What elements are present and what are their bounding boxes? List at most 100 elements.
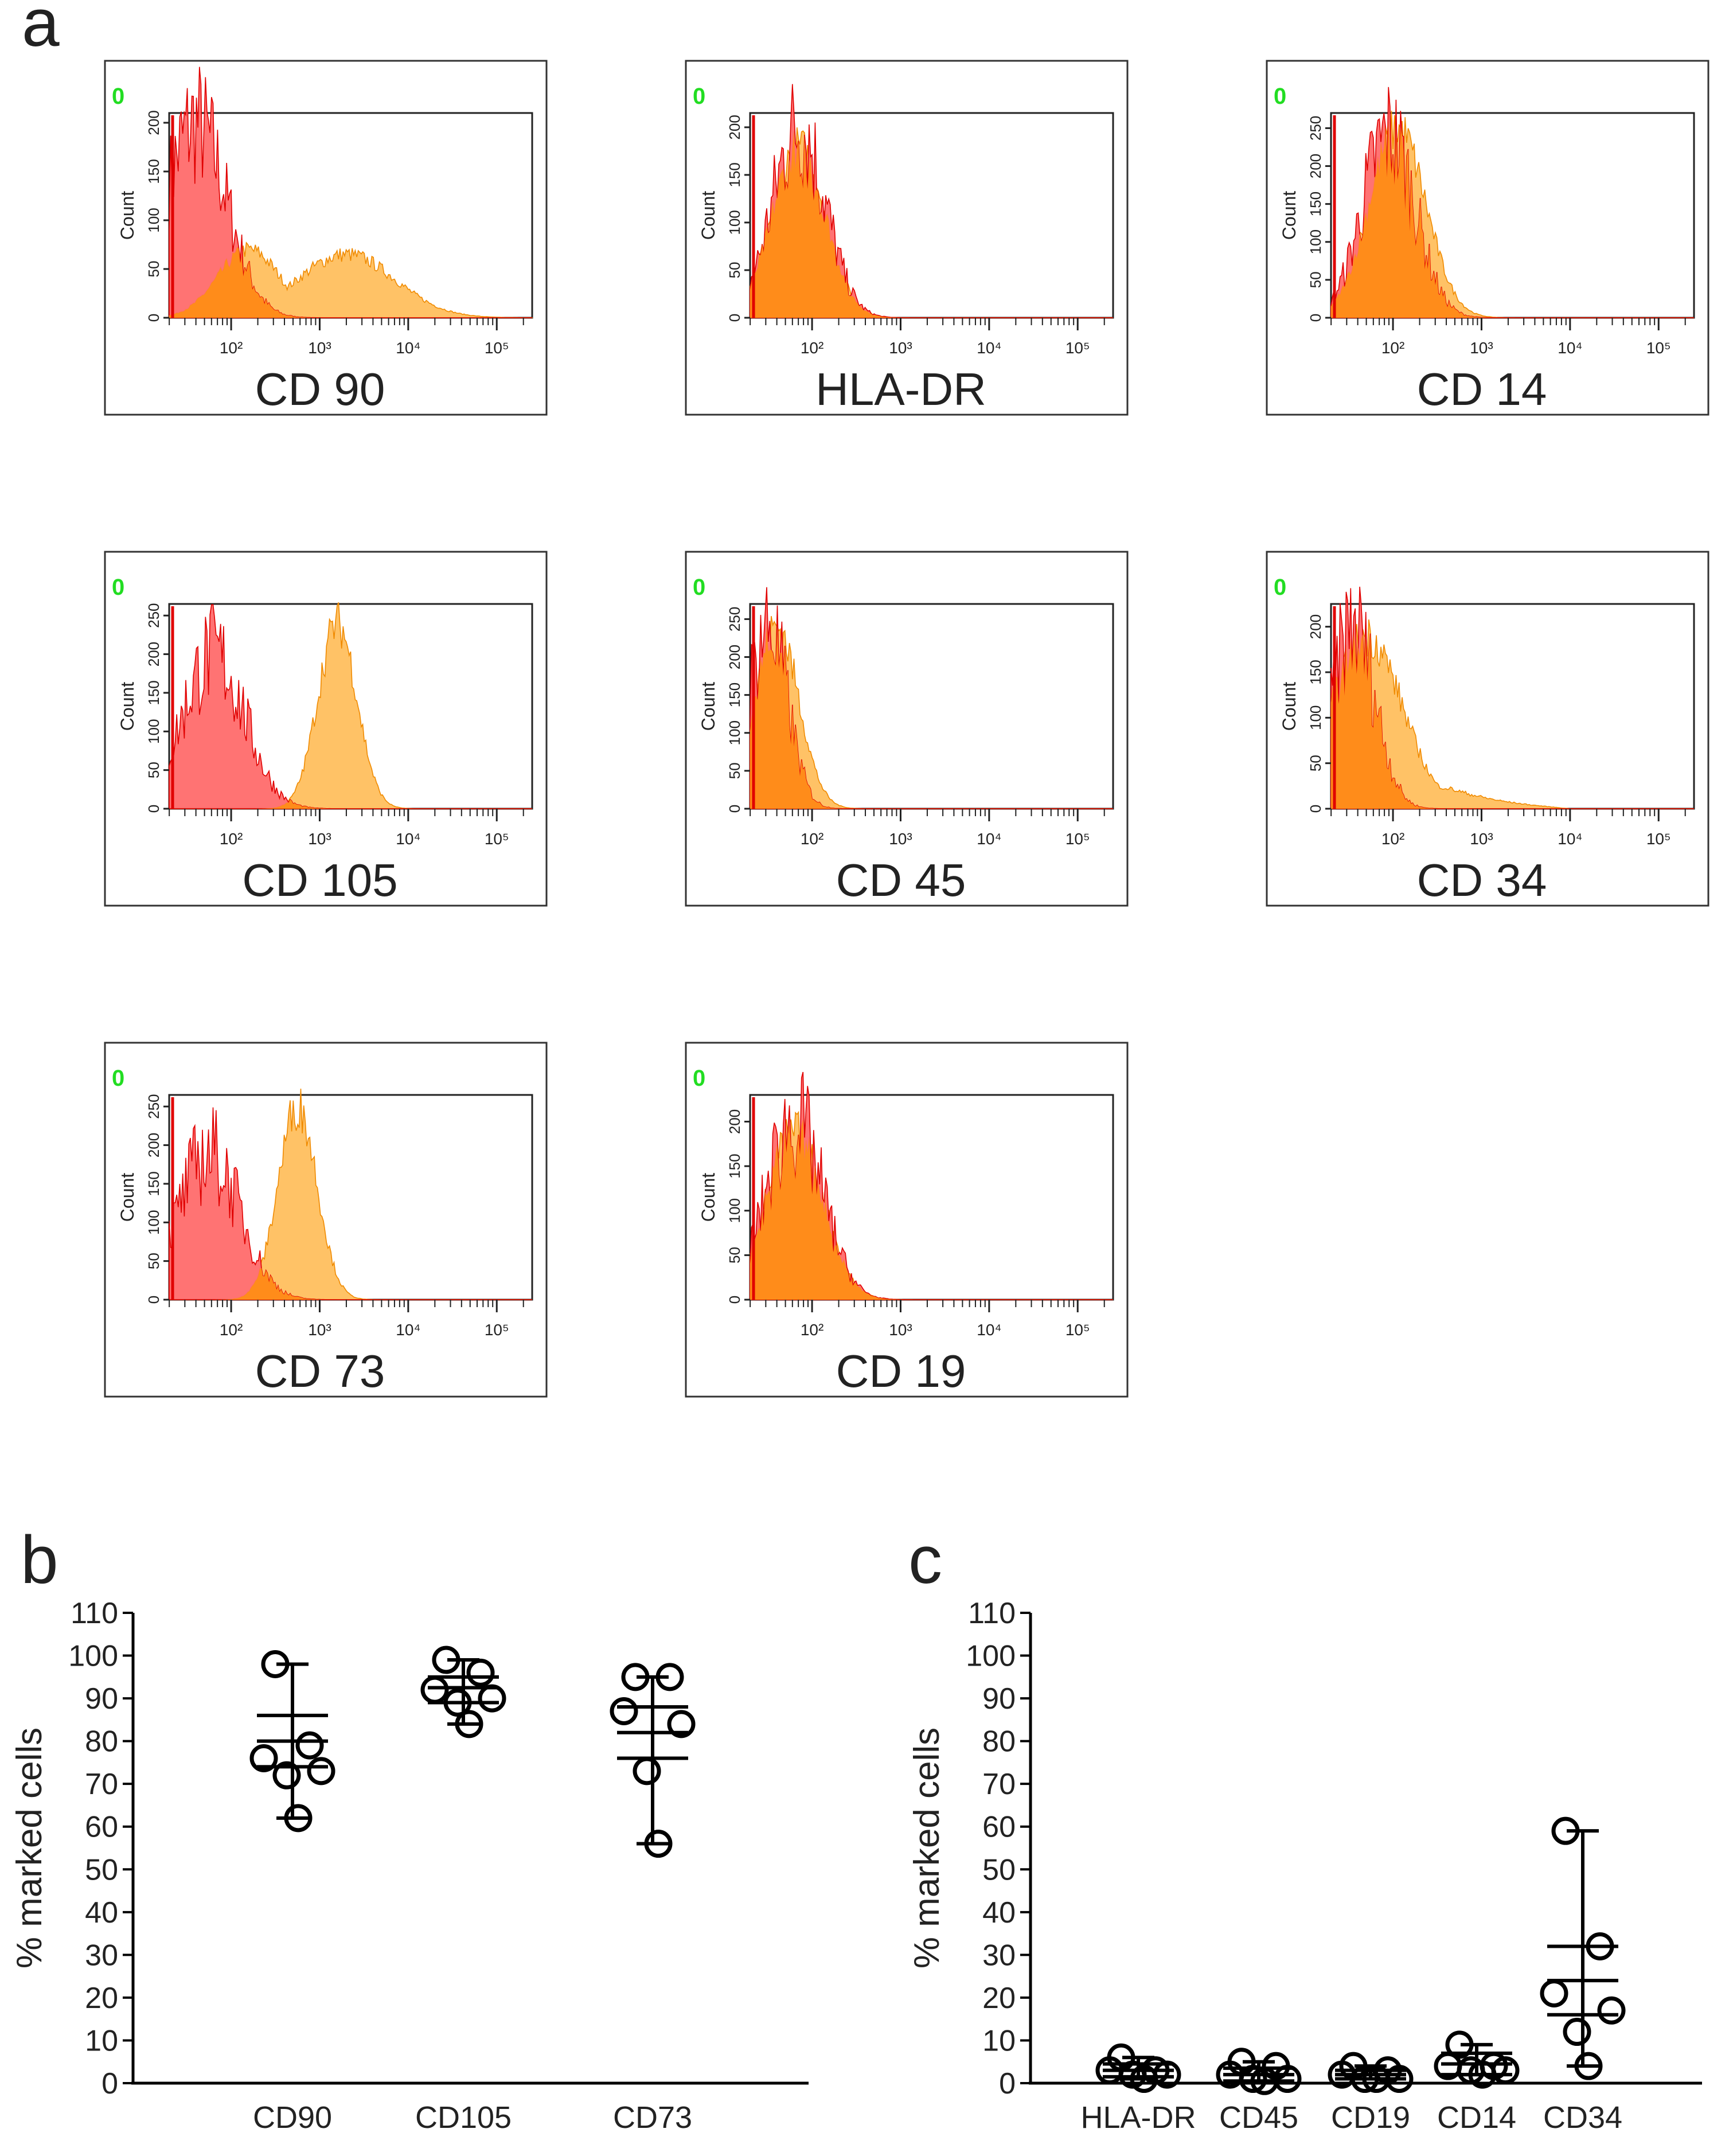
y-tick-label: 100 xyxy=(1307,705,1324,730)
data-point xyxy=(1563,2018,1591,2046)
x-tick-label: 10³ xyxy=(308,339,331,357)
x-tick-label: 10⁴ xyxy=(396,339,420,357)
series-cd105 xyxy=(420,1646,506,1738)
y-axis-label: Count xyxy=(1279,682,1299,731)
y-tick-label: 0 xyxy=(999,2067,1016,2100)
y-tick-label: 200 xyxy=(1307,154,1324,178)
x-tick-label: CD73 xyxy=(613,2100,692,2135)
histogram-title: CD 105 xyxy=(242,855,397,906)
y-tick-label: 80 xyxy=(982,1725,1016,1759)
x-tick-label: 10² xyxy=(220,339,243,357)
histogram-title: CD 45 xyxy=(836,855,966,906)
x-tick-label: 10⁵ xyxy=(485,339,509,357)
data-point xyxy=(633,1757,661,1785)
overlap-histogram xyxy=(750,131,1113,318)
x-tick-label: 10⁵ xyxy=(1646,339,1671,357)
x-tick-label: 10³ xyxy=(1470,830,1493,848)
y-tick-label: 60 xyxy=(982,1811,1016,1844)
y-axis-label: Count xyxy=(698,682,719,731)
x-tick-label: 10² xyxy=(801,830,823,848)
x-tick-label: 10⁴ xyxy=(1558,830,1582,848)
y-tick-label: 100 xyxy=(726,1198,743,1223)
data-point xyxy=(667,1710,696,1738)
y-tick-label: 20 xyxy=(982,1982,1016,2015)
x-tick-label: 10² xyxy=(1381,339,1404,357)
y-tick-label: 250 xyxy=(145,603,162,628)
series-hla-dr xyxy=(1095,2043,1181,2093)
overlap-histogram xyxy=(1331,633,1694,809)
gate-label: 0 xyxy=(693,575,705,600)
data-point xyxy=(1239,2065,1267,2093)
x-tick-label: 10³ xyxy=(308,830,331,848)
panel-label-a: a xyxy=(22,0,60,61)
y-tick-label: 200 xyxy=(726,645,743,669)
y-tick-label: 100 xyxy=(1307,229,1324,254)
y-tick-label: 0 xyxy=(726,1296,743,1304)
data-point xyxy=(1468,2060,1497,2089)
y-tick-label: 50 xyxy=(145,1253,162,1269)
y-tick-label: 30 xyxy=(85,1939,118,1972)
gate-label: 0 xyxy=(693,84,705,109)
y-axis-label: Count xyxy=(117,682,138,731)
histogram-grid: 0 0 50 100 150 200 Count 10² 10³ 10⁴ 10⁵ CD 90 0 0 50 1… xyxy=(104,60,1709,1398)
y-tick-label: 250 xyxy=(726,607,743,631)
data-point xyxy=(466,1658,495,1687)
y-tick-label: 0 xyxy=(726,805,743,813)
x-tick-label: 10³ xyxy=(889,1321,912,1339)
gate-label: 0 xyxy=(112,1066,124,1091)
x-tick-label: 10⁴ xyxy=(977,830,1001,848)
y-tick-label: 150 xyxy=(726,1153,743,1178)
data-point xyxy=(284,1804,313,1833)
y-tick-label: 100 xyxy=(145,208,162,232)
overlap-histogram xyxy=(169,1268,532,1300)
data-point xyxy=(272,1761,301,1789)
data-point xyxy=(610,1697,638,1725)
x-tick-label: CD34 xyxy=(1543,2100,1622,2135)
y-tick-label: 200 xyxy=(145,110,162,135)
series-cd19 xyxy=(1328,2052,1414,2093)
x-tick-label: 10³ xyxy=(889,830,912,848)
data-point xyxy=(1130,2065,1158,2093)
y-tick-label: 100 xyxy=(726,210,743,235)
y-tick-label: 90 xyxy=(85,1682,118,1716)
x-tick-label: CD90 xyxy=(253,2100,332,2135)
y-tick-label: 250 xyxy=(1307,116,1324,141)
x-tick-label: 10⁴ xyxy=(396,830,420,848)
y-tick-label: 0 xyxy=(145,1296,162,1304)
y-tick-label: 50 xyxy=(982,1853,1016,1886)
y-tick-label: 10 xyxy=(85,2024,118,2057)
histogram-panel-hla-dr: 0 0 50 100 150 200 Count 10² 10³ 10⁴ 10⁵ HLA-DR xyxy=(685,60,1129,416)
histogram-title: CD 19 xyxy=(836,1346,966,1397)
y-tick-label: 0 xyxy=(726,314,743,322)
data-point xyxy=(261,1650,290,1678)
y-tick-label: 150 xyxy=(145,680,162,705)
y-tick-label: 200 xyxy=(145,1133,162,1157)
series-cd73 xyxy=(610,1663,696,1858)
data-point xyxy=(1351,2065,1379,2093)
x-tick-label: 10⁵ xyxy=(1065,830,1090,848)
data-point xyxy=(1586,1932,1614,1960)
y-tick-label: 0 xyxy=(1307,805,1324,813)
data-point xyxy=(478,1684,506,1713)
y-tick-label: 50 xyxy=(726,262,743,279)
x-tick-label: 10⁴ xyxy=(977,1321,1001,1339)
scatter-chart-positive-markers: 0 10 20 30 40 50 60 70 80 90 100 110 % marked cells C… xyxy=(10,1597,809,2135)
overlap-histogram xyxy=(750,1120,1113,1300)
data-point xyxy=(644,1830,673,1858)
data-point xyxy=(307,1757,335,1785)
histogram-panel-cd-14: 0 0 50 100 150 200 250 Count 10² 10³ 10⁴ 10⁵ CD 14 xyxy=(1266,60,1709,416)
y-tick-label: 150 xyxy=(726,162,743,187)
data-point xyxy=(1597,1996,1626,2025)
gate-label: 0 xyxy=(1274,575,1286,600)
y-tick-label: 50 xyxy=(145,762,162,778)
overlap-histogram xyxy=(1331,122,1694,318)
y-tick-label: 100 xyxy=(726,720,743,745)
x-tick-label: 10⁴ xyxy=(1558,339,1582,357)
x-tick-label: 10² xyxy=(220,1321,243,1339)
histogram-title: CD 34 xyxy=(1417,855,1547,906)
x-tick-label: 10² xyxy=(1381,830,1404,848)
series-cd34 xyxy=(1540,1816,1626,2080)
y-axis-label: % marked cells xyxy=(10,1728,49,1968)
y-tick-label: 70 xyxy=(85,1768,118,1801)
data-point xyxy=(420,1675,449,1704)
